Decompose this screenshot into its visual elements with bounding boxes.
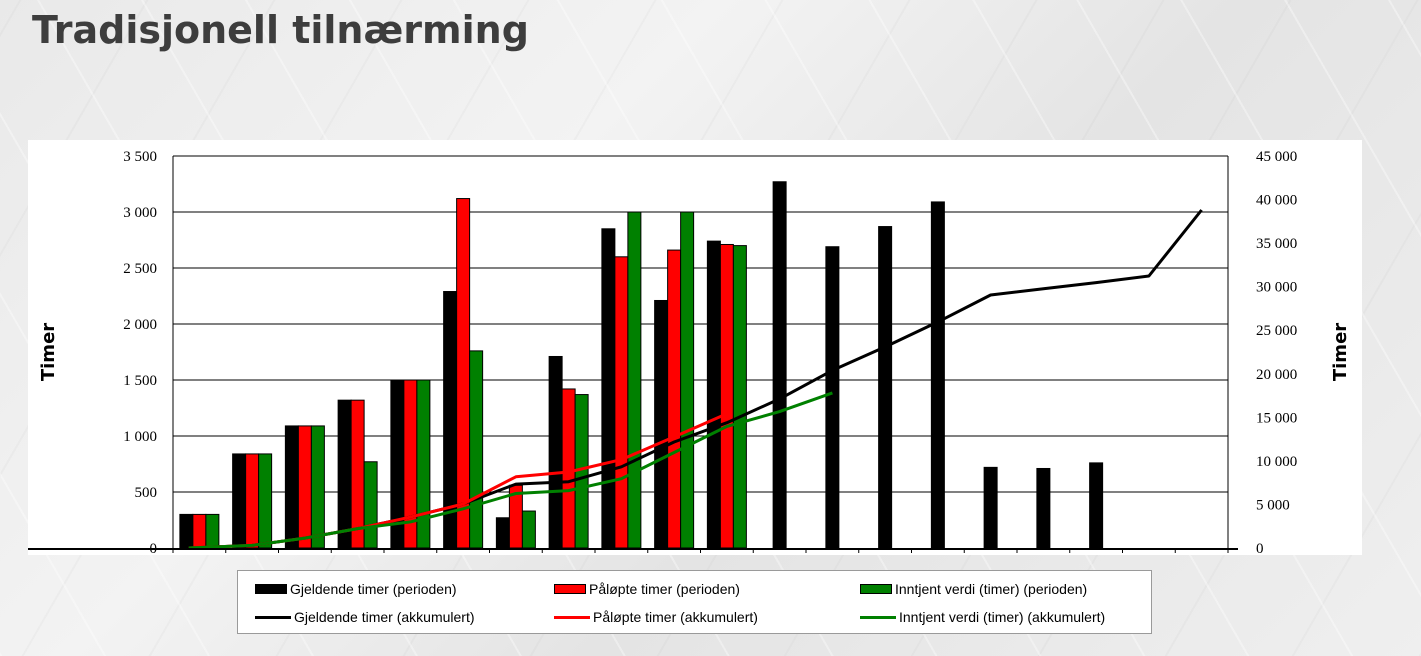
- legend-swatch: [554, 615, 590, 619]
- legend-swatch: [255, 615, 291, 619]
- bar: [469, 350, 484, 549]
- bar: [561, 388, 576, 549]
- bar: [521, 510, 536, 549]
- bar: [706, 240, 721, 549]
- bar: [1036, 467, 1051, 549]
- y-tick-label: 2 000: [123, 317, 157, 333]
- legend-item-inntjent-perioden: Inntjent verdi (timer) (perioden): [860, 581, 1087, 597]
- legend-label: Påløpte timer (akkumulert): [593, 609, 758, 625]
- bar: [732, 245, 747, 549]
- y2-tick-label: 0: [1256, 541, 1264, 555]
- bar: [667, 249, 682, 549]
- chart-legend: Gjeldende timer (perioden) Påløpte timer…: [237, 570, 1152, 634]
- bar: [192, 513, 207, 549]
- y2-tick-label: 15 000: [1256, 410, 1297, 426]
- y-tick-label: 1 000: [123, 429, 157, 445]
- legend-item-palopte-perioden: Påløpte timer (perioden): [554, 581, 740, 597]
- y2-tick-label: 45 000: [1256, 149, 1297, 165]
- bar: [456, 198, 471, 549]
- bars: [179, 181, 1104, 549]
- bar: [245, 453, 260, 549]
- slide-title: Tradisjonell tilnærming: [32, 8, 529, 52]
- y-tick-label: 3 500: [123, 149, 157, 165]
- y2-tick-label: 30 000: [1256, 280, 1297, 296]
- bar: [601, 228, 616, 549]
- bar: [258, 453, 273, 549]
- bar: [614, 256, 629, 549]
- bar: [179, 513, 194, 549]
- bar: [680, 211, 695, 549]
- legend-label: Inntjent verdi (timer) (akkumulert): [899, 609, 1106, 625]
- bar: [310, 425, 325, 549]
- legend-item-palopte-akkumulert: Påløpte timer (akkumulert): [554, 609, 758, 625]
- y2-tick-label: 35 000: [1256, 236, 1297, 252]
- y2-axis-title: Timer: [1330, 323, 1351, 381]
- legend-swatch: [255, 584, 287, 594]
- y2-tick-label: 40 000: [1256, 193, 1297, 209]
- bar: [983, 466, 998, 549]
- legend-label: Påløpte timer (perioden): [589, 581, 740, 597]
- y-tick-label: 2 500: [123, 261, 157, 277]
- bar: [284, 425, 299, 549]
- bar: [719, 243, 734, 549]
- bar: [878, 226, 893, 549]
- bar: [627, 211, 642, 549]
- y-tick-label: 500: [135, 485, 158, 501]
- legend-item-inntjent-akkumulert: Inntjent verdi (timer) (akkumulert): [860, 609, 1105, 625]
- bar: [548, 355, 563, 549]
- lines: [188, 209, 1203, 550]
- series-line: [188, 391, 833, 550]
- bar: [416, 379, 431, 549]
- legend-label: Gjeldende timer (akkumulert): [294, 609, 475, 625]
- legend-item-gjeldende-akkumulert: Gjeldende timer (akkumulert): [255, 609, 475, 625]
- y2-tick-label: 20 000: [1256, 367, 1297, 383]
- legend-swatch: [554, 584, 586, 594]
- bar: [825, 246, 840, 549]
- bar: [337, 399, 352, 549]
- bar: [232, 453, 247, 549]
- bar: [363, 461, 378, 549]
- y-axis-title: Timer: [38, 323, 59, 381]
- legend-item-gjeldende-perioden: Gjeldende timer (perioden): [255, 581, 457, 597]
- bar: [350, 399, 365, 549]
- y2-tick-label: 10 000: [1256, 454, 1297, 470]
- legend-swatch: [860, 615, 896, 619]
- bar: [297, 425, 312, 549]
- y2-tick-label: 25 000: [1256, 323, 1297, 339]
- bar: [1089, 462, 1104, 549]
- legend-label: Inntjent verdi (timer) (perioden): [895, 581, 1088, 597]
- gridlines: [173, 155, 1228, 493]
- y2-tick-label: 5 000: [1256, 497, 1290, 513]
- bar: [654, 299, 669, 549]
- legend-swatch: [860, 584, 892, 594]
- bar: [205, 513, 220, 549]
- y-tick-label: 3 000: [123, 205, 157, 221]
- legend-label: Gjeldende timer (perioden): [290, 581, 457, 597]
- y-tick-label: 1 500: [123, 373, 157, 389]
- bar: [495, 517, 510, 549]
- bar: [930, 201, 945, 549]
- bar: [772, 181, 787, 549]
